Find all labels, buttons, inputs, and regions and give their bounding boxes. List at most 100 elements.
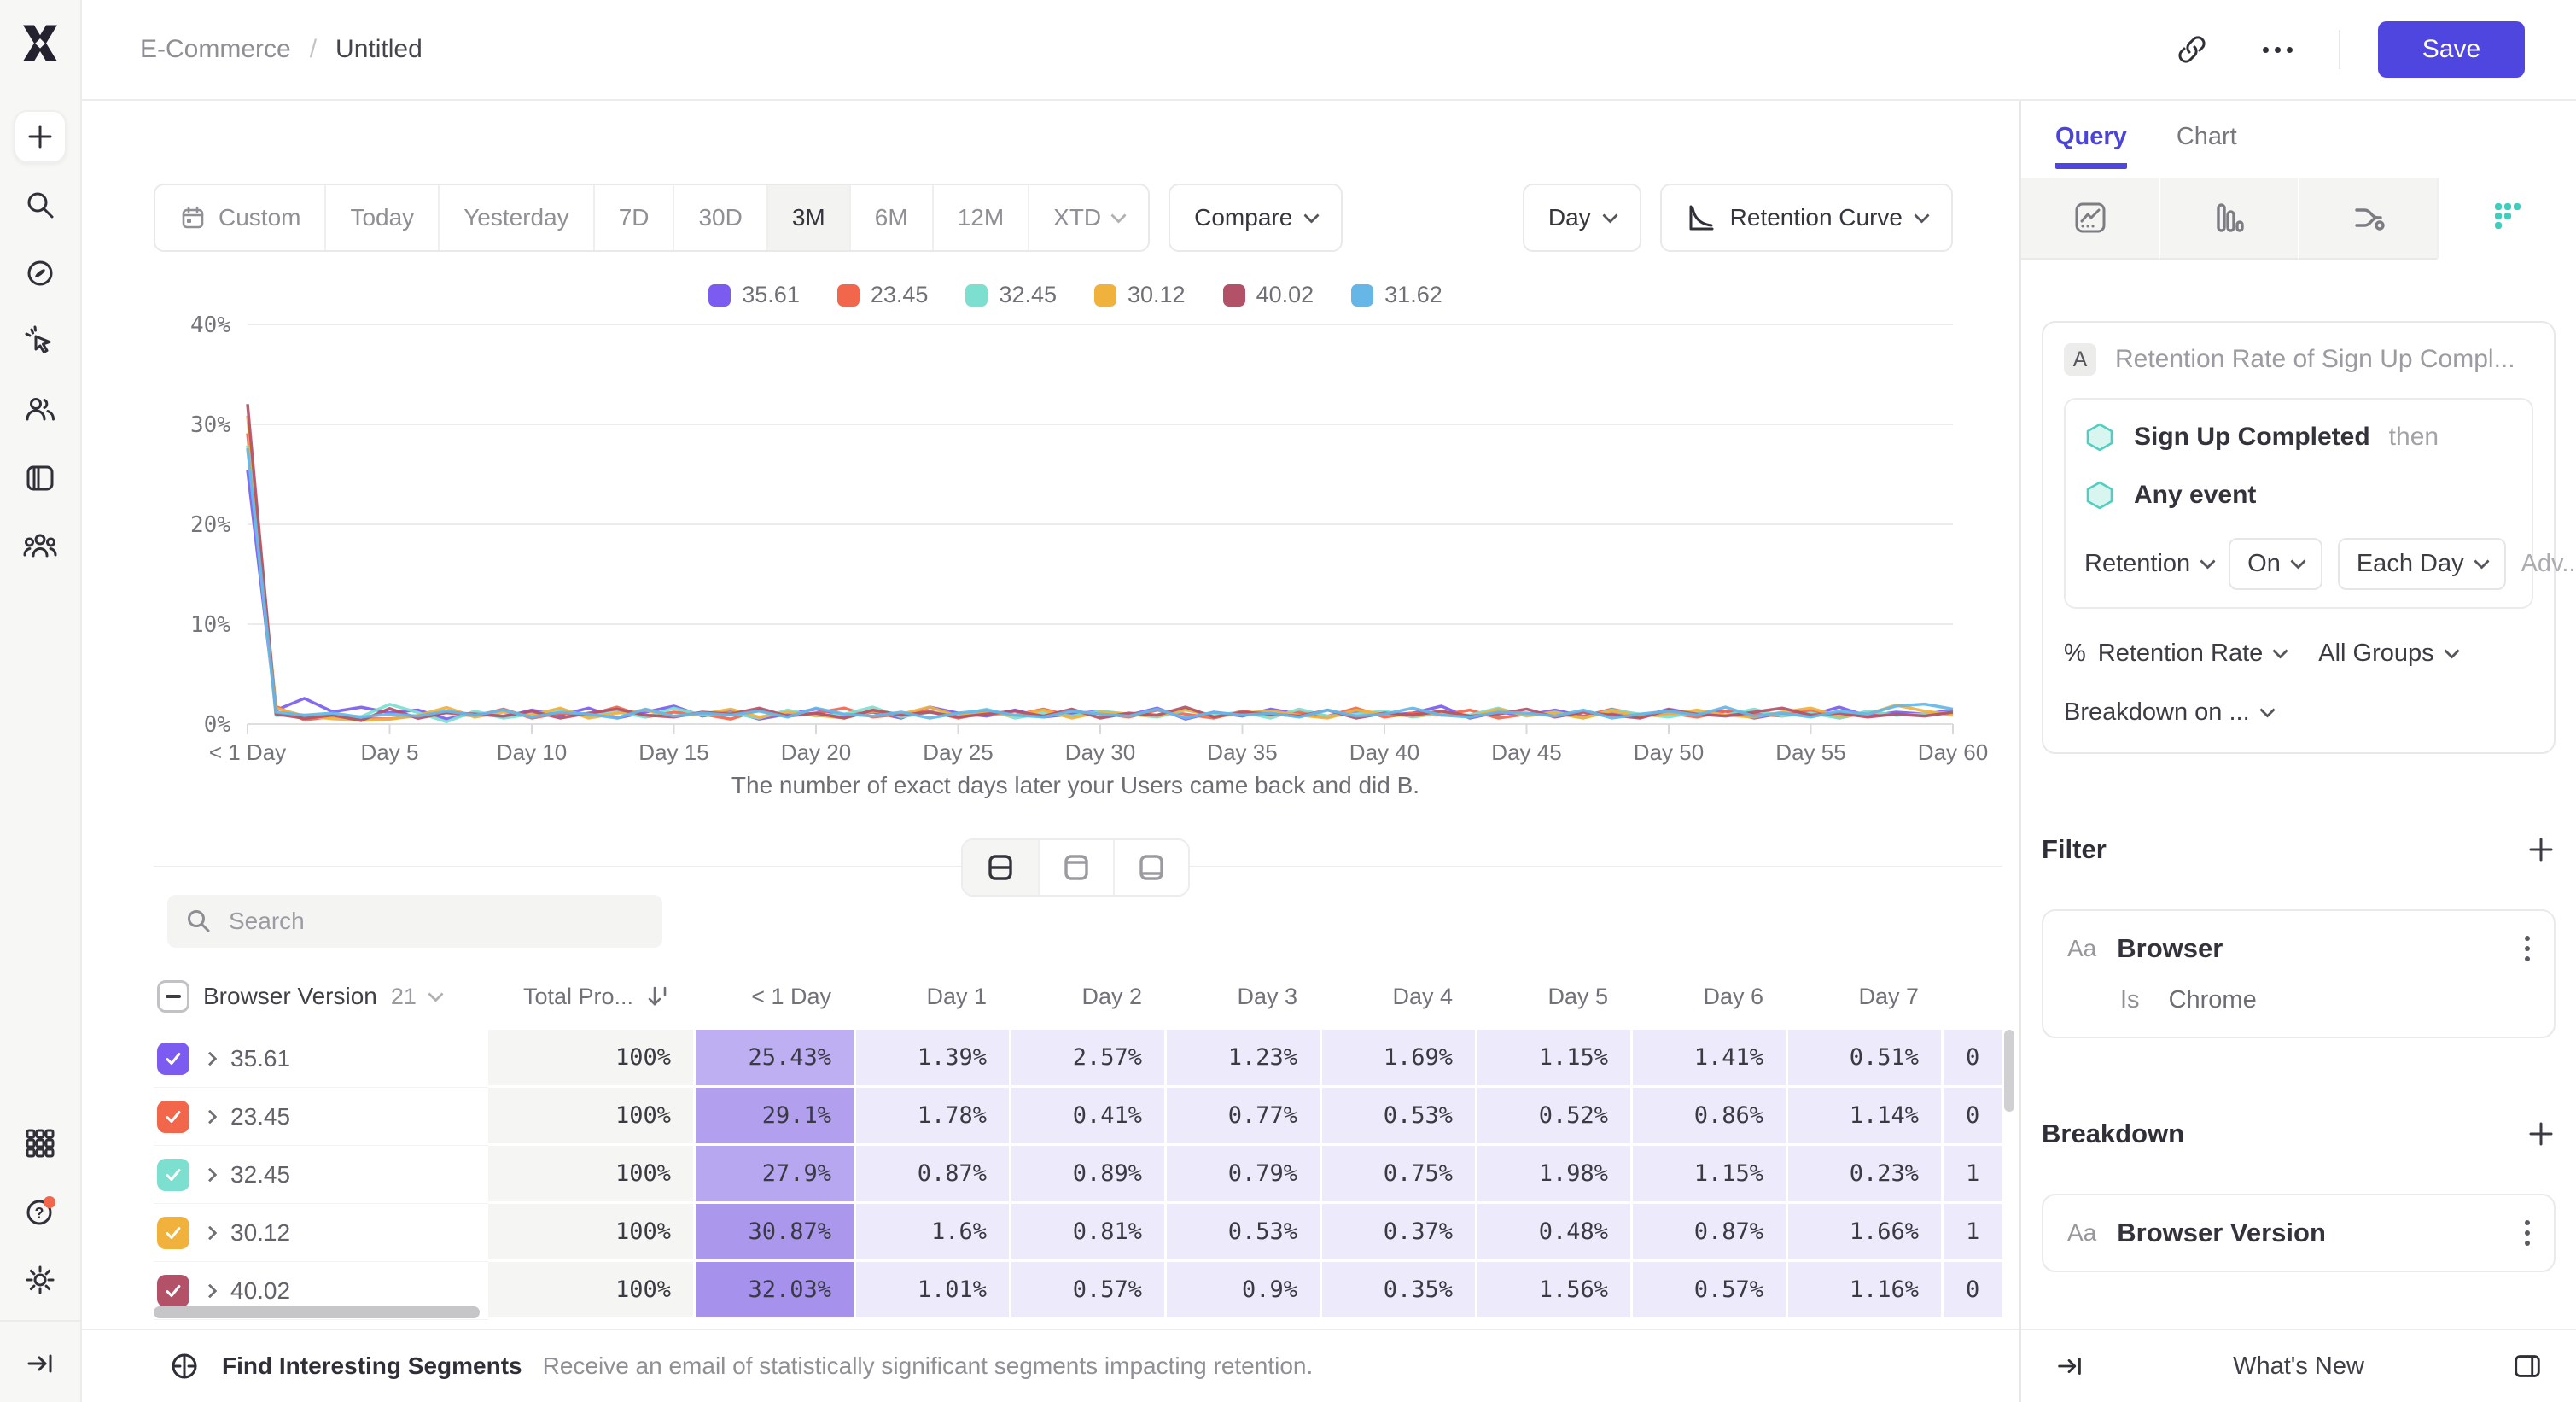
groups-dropdown[interactable]: All Groups: [2318, 640, 2460, 668]
search-input[interactable]: [229, 908, 645, 935]
retention-type-dropdown[interactable]: Retention: [2084, 550, 2216, 578]
range-xtd[interactable]: XTD: [1028, 185, 1148, 250]
granularity-button[interactable]: Day: [1522, 184, 1641, 252]
each-day-dropdown[interactable]: Each Day: [2337, 538, 2506, 590]
range-6m[interactable]: 6M: [848, 185, 932, 250]
report-type-flows[interactable]: [2298, 178, 2437, 260]
range-yesterday[interactable]: Yesterday: [438, 185, 593, 250]
day-cell: 0.53%: [1164, 1204, 1320, 1262]
report-type-retention[interactable]: [2437, 178, 2576, 260]
filter-operator[interactable]: Is: [2120, 986, 2140, 1014]
chevron-down-icon[interactable]: [428, 985, 444, 1002]
column-header-day-1[interactable]: Day 1: [926, 983, 987, 1009]
tab-query[interactable]: Query: [2055, 123, 2127, 169]
breadcrumb-report-name[interactable]: Untitled: [335, 35, 423, 63]
legend-item[interactable]: 31.62: [1351, 282, 1442, 308]
search-nav-icon[interactable]: [14, 178, 67, 231]
row-expander-icon[interactable]: [202, 1051, 218, 1066]
sort-icon[interactable]: [645, 984, 671, 1009]
whats-new-link[interactable]: What's New: [2233, 1352, 2364, 1380]
chart-type-button[interactable]: Retention Curve: [1659, 184, 1953, 252]
filter-property-name[interactable]: Browser: [2117, 933, 2223, 963]
more-options-icon[interactable]: [2253, 26, 2301, 73]
boards-nav-icon[interactable]: [14, 452, 67, 505]
day-cell: 1.23%: [1164, 1030, 1320, 1088]
range-custom[interactable]: Custom: [155, 185, 324, 250]
filter-value[interactable]: Chrome: [2168, 986, 2257, 1014]
chart-toolbar: Custom Today Yesterday 7D 30D 3M 6M 12M XTD Comp…: [154, 184, 1953, 252]
tab-chart[interactable]: Chart: [2176, 123, 2237, 150]
range-3m[interactable]: 3M: [766, 185, 849, 250]
row-checkbox[interactable]: [157, 1100, 189, 1133]
mixpanel-logo-icon[interactable]: [18, 22, 62, 73]
metric-dropdown[interactable]: Retention Rate: [2098, 640, 2288, 668]
row-expander-icon[interactable]: [202, 1225, 218, 1240]
row-checkbox[interactable]: [157, 1042, 189, 1075]
breakdown-property-name[interactable]: Browser Version: [2117, 1218, 2326, 1247]
settings-gear-icon[interactable]: [14, 1253, 67, 1306]
breakdown-on-dropdown[interactable]: Breakdown on ...: [2064, 698, 2533, 727]
expand-sidebar-icon[interactable]: [14, 1337, 67, 1390]
row-expander-icon[interactable]: [202, 1109, 218, 1124]
event-row-return[interactable]: Any event: [2084, 480, 2513, 511]
range-30d[interactable]: 30D: [673, 185, 766, 250]
compare-button[interactable]: Compare: [1169, 184, 1343, 252]
report-type-funnels[interactable]: [2159, 178, 2298, 260]
horizontal-scrollbar[interactable]: [154, 1306, 480, 1318]
layout-chart-button[interactable]: [1038, 840, 1113, 895]
events-cursor-icon[interactable]: [14, 315, 67, 368]
advanced-dropdown[interactable]: Adv...: [2521, 550, 2576, 577]
users-nav-icon[interactable]: [14, 383, 67, 436]
column-header-day-5[interactable]: Day 5: [1547, 983, 1608, 1009]
filter-menu-icon[interactable]: [2525, 946, 2530, 951]
breakdown-menu-icon[interactable]: [2525, 1230, 2530, 1236]
save-button[interactable]: Save: [2378, 21, 2525, 78]
add-breakdown-icon[interactable]: [2526, 1119, 2556, 1148]
day-cell: 1.6%: [854, 1204, 1009, 1262]
cohorts-nav-icon[interactable]: [14, 520, 67, 573]
vertical-scrollbar[interactable]: [2004, 1030, 2014, 1112]
range-today[interactable]: Today: [324, 185, 438, 250]
help-icon[interactable]: ?: [14, 1185, 67, 1238]
layout-split-button[interactable]: [963, 840, 1038, 895]
range-7d[interactable]: 7D: [592, 185, 673, 250]
column-header--1-day[interactable]: < 1 Day: [751, 983, 831, 1009]
legend-item[interactable]: 32.45: [965, 282, 1057, 308]
column-header-day-4[interactable]: Day 4: [1392, 983, 1453, 1009]
apps-grid-icon[interactable]: [14, 1117, 67, 1170]
column-header-day-3[interactable]: Day 3: [1237, 983, 1297, 1009]
query-name[interactable]: Retention Rate of Sign Up Compl...: [2115, 345, 2515, 373]
column-header-day-7[interactable]: Day 7: [1858, 983, 1919, 1009]
legend-item[interactable]: 35.61: [708, 282, 800, 308]
row-checkbox[interactable]: [157, 1216, 189, 1249]
create-new-button[interactable]: [14, 110, 67, 163]
table-row-label: 23.45: [154, 1088, 488, 1146]
select-all-checkbox[interactable]: [157, 980, 189, 1013]
column-header-day-2[interactable]: Day 2: [1081, 983, 1142, 1009]
filter-section-title: Filter: [2042, 834, 2107, 864]
row-expander-icon[interactable]: [202, 1167, 218, 1182]
add-filter-icon[interactable]: [2526, 835, 2556, 864]
collapse-panel-icon[interactable]: [2054, 1350, 2086, 1382]
panel-tabs: Query Chart: [2021, 101, 2576, 169]
find-segments-link[interactable]: Find Interesting Segments: [222, 1352, 522, 1379]
toggle-panel-icon[interactable]: [2511, 1350, 2544, 1382]
row-checkbox[interactable]: [157, 1158, 189, 1191]
total-column-header[interactable]: Total Pro...: [488, 963, 693, 1030]
column-header-day-6[interactable]: Day 6: [1703, 983, 1763, 1009]
row-expander-icon[interactable]: [202, 1283, 218, 1298]
legend-item[interactable]: 40.02: [1222, 282, 1314, 308]
layout-table-button[interactable]: [1113, 840, 1188, 895]
row-checkbox[interactable]: [157, 1274, 189, 1307]
copy-link-icon[interactable]: [2168, 26, 2216, 73]
on-dropdown[interactable]: On: [2229, 538, 2322, 590]
group-column-title[interactable]: Browser Version: [203, 983, 377, 1009]
range-12m[interactable]: 12M: [931, 185, 1028, 250]
event-row-first[interactable]: Sign Up Completed then: [2084, 422, 2513, 453]
legend-item[interactable]: 30.12: [1094, 282, 1186, 308]
retention-line-chart[interactable]: 0% 10% 20% 30% 40% < 1 Day Day 5 Day 10 Day 15 Da…: [150, 316, 1994, 784]
breadcrumb-project[interactable]: E-Commerce: [140, 35, 291, 63]
explore-compass-icon[interactable]: [14, 247, 67, 300]
report-type-insights[interactable]: [2021, 178, 2159, 260]
legend-item[interactable]: 23.45: [836, 282, 928, 308]
